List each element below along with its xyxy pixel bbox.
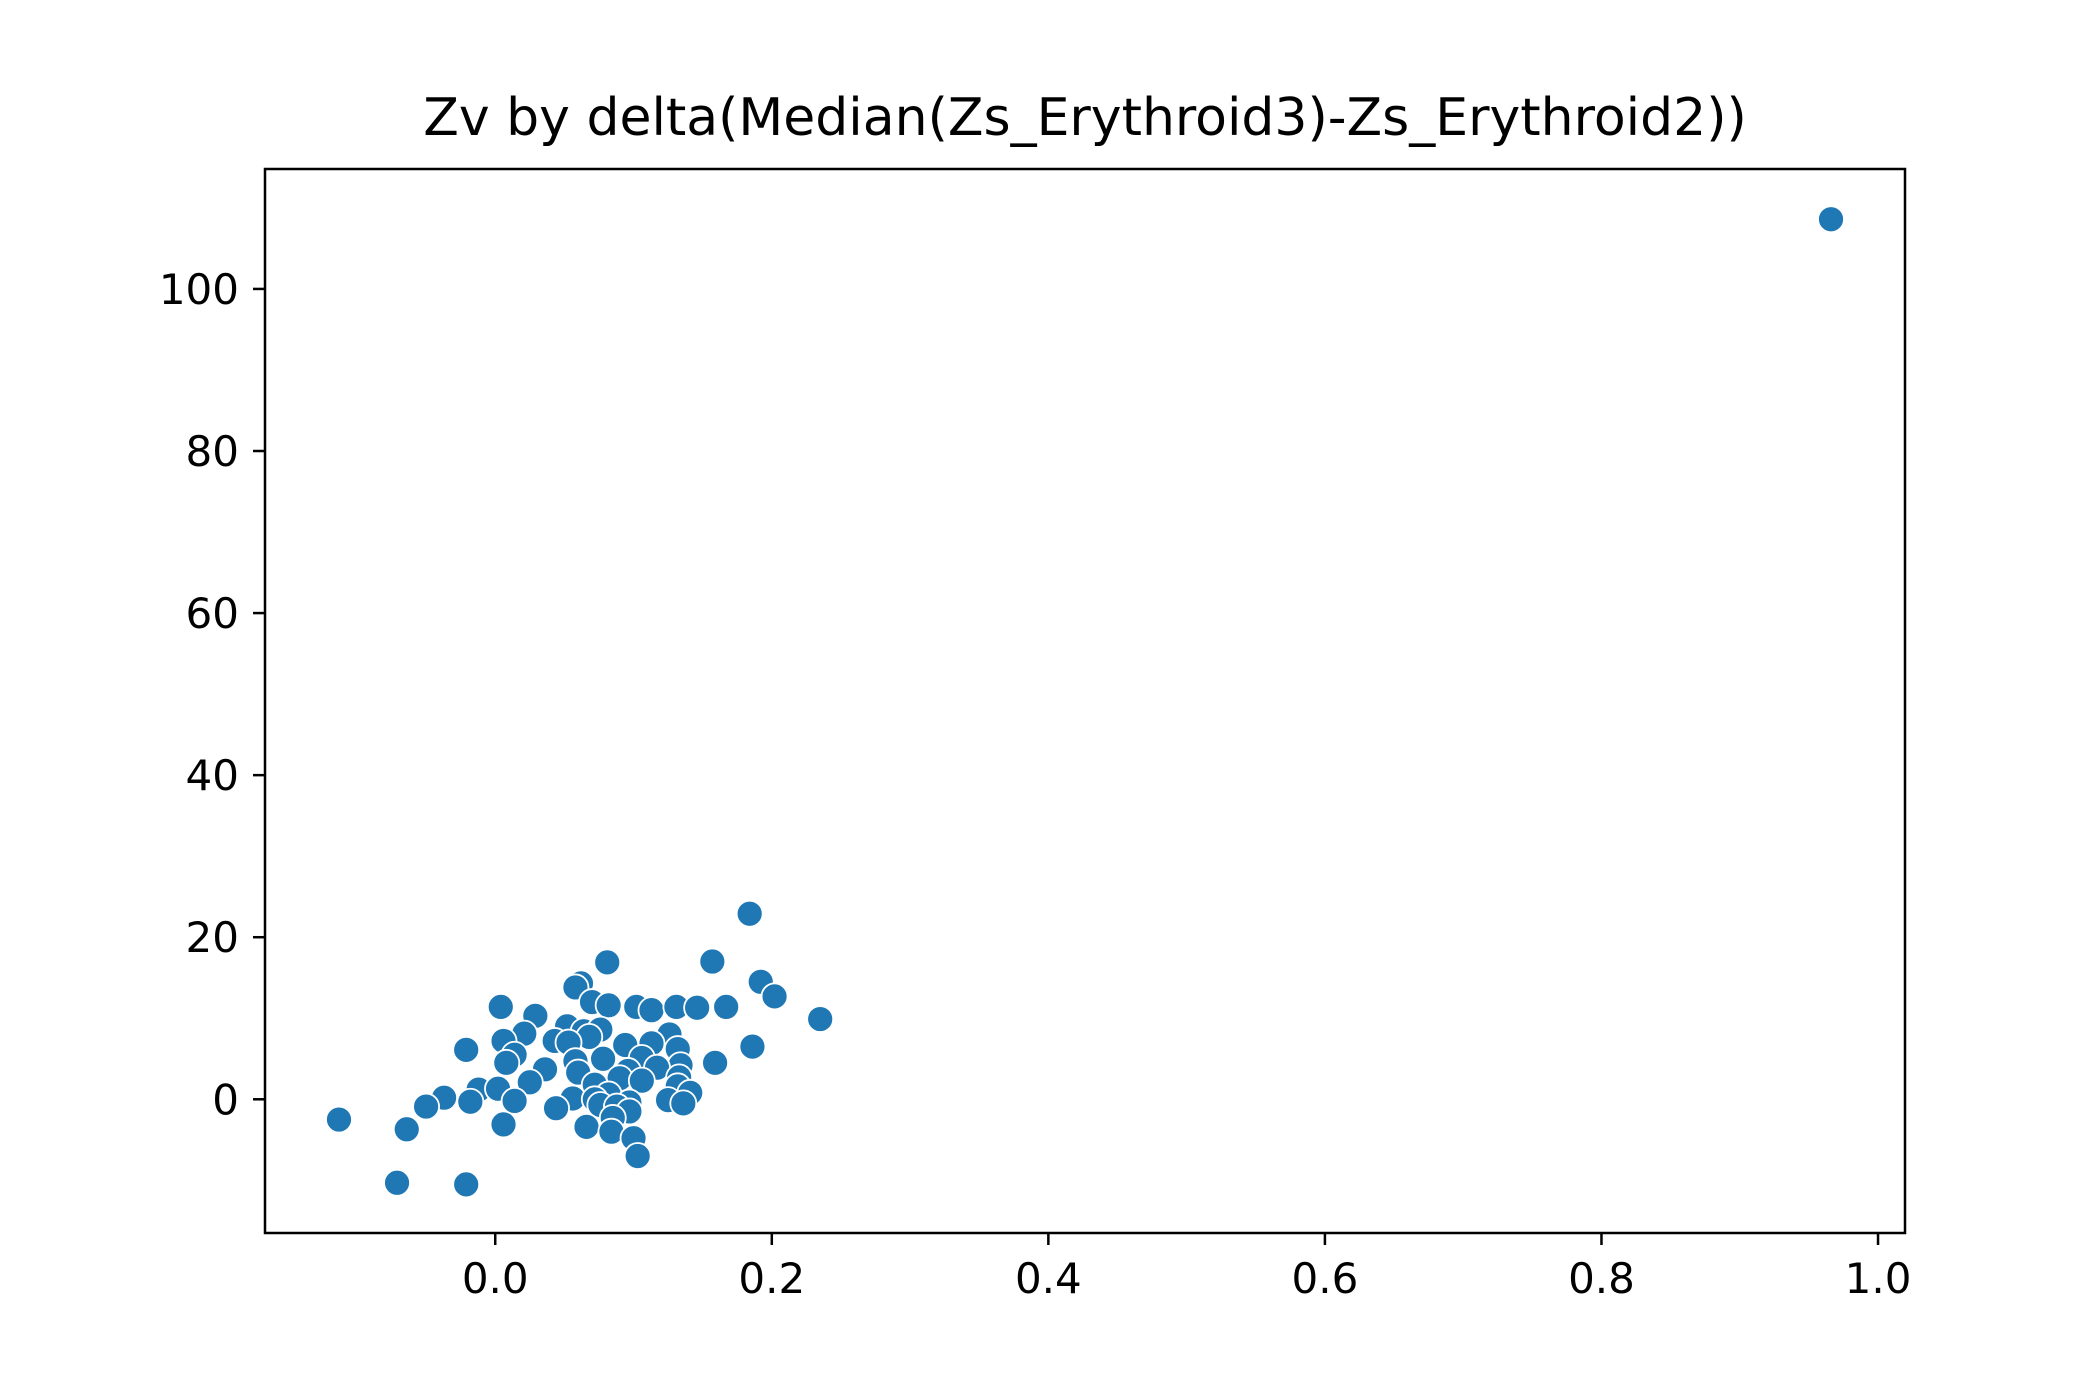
scatter-point-3 bbox=[593, 948, 622, 977]
scatter-point-58 bbox=[456, 1087, 485, 1116]
y-tick-label: 80 bbox=[186, 427, 239, 476]
scatter-point-12 bbox=[637, 996, 666, 1025]
y-tick-label: 100 bbox=[159, 265, 239, 314]
points-layer bbox=[325, 205, 1845, 1199]
scatter-point-31 bbox=[452, 1035, 481, 1064]
scatter-point-36 bbox=[492, 1048, 521, 1077]
x-axis: 0.0 0.2 0.4 0.6 0.8 1.0 bbox=[462, 1233, 1912, 1303]
y-tick-label: 0 bbox=[212, 1075, 239, 1124]
scatter-point-60 bbox=[669, 1089, 698, 1118]
scatter-point-2 bbox=[698, 947, 727, 976]
scatter-point-74 bbox=[383, 1168, 411, 1197]
y-axis: 0 20 40 60 80 100 bbox=[159, 265, 265, 1124]
scatter-point-75 bbox=[452, 1170, 481, 1199]
x-tick-label: 0.8 bbox=[1568, 1254, 1635, 1303]
scatter-point-17 bbox=[806, 1005, 835, 1033]
chart-title: Zv by delta(Median(Zs_Erythroid3)-Zs_Ery… bbox=[423, 88, 1747, 148]
scatter-point-7 bbox=[760, 982, 789, 1011]
scatter-point-10 bbox=[594, 991, 623, 1020]
x-tick-label: 0.4 bbox=[1015, 1254, 1082, 1303]
plot-frame bbox=[263, 167, 1907, 1235]
scatter-point-45 bbox=[627, 1066, 656, 1095]
y-tick-label: 60 bbox=[186, 589, 239, 638]
scatter-point-69 bbox=[572, 1112, 601, 1141]
scatter-point-73 bbox=[623, 1142, 652, 1170]
scatter-point-46 bbox=[515, 1068, 544, 1097]
x-tick-label: 1.0 bbox=[1845, 1254, 1912, 1303]
scatter-point-70 bbox=[392, 1115, 421, 1144]
scatter-point-37 bbox=[701, 1048, 730, 1077]
x-tick-label: 0.6 bbox=[1292, 1254, 1359, 1303]
y-tick-label: 20 bbox=[186, 913, 239, 962]
scatter-point-34 bbox=[589, 1044, 617, 1073]
scatter-point-15 bbox=[712, 993, 741, 1021]
scatter-point-57 bbox=[500, 1087, 529, 1115]
scatter-point-1 bbox=[735, 899, 764, 928]
scatter-point-29 bbox=[738, 1032, 767, 1061]
scatter-point-0 bbox=[1817, 205, 1845, 234]
y-tick-label: 40 bbox=[186, 751, 239, 800]
scatter-point-63 bbox=[412, 1092, 440, 1121]
x-tick-label: 0.0 bbox=[462, 1254, 529, 1303]
scatter-point-14 bbox=[683, 993, 712, 1022]
scatter-point-64 bbox=[542, 1094, 570, 1123]
scatter-point-9 bbox=[486, 993, 515, 1021]
scatter-point-68 bbox=[489, 1110, 518, 1139]
x-tick-label: 0.2 bbox=[738, 1254, 805, 1303]
scatter-point-67 bbox=[325, 1105, 353, 1134]
